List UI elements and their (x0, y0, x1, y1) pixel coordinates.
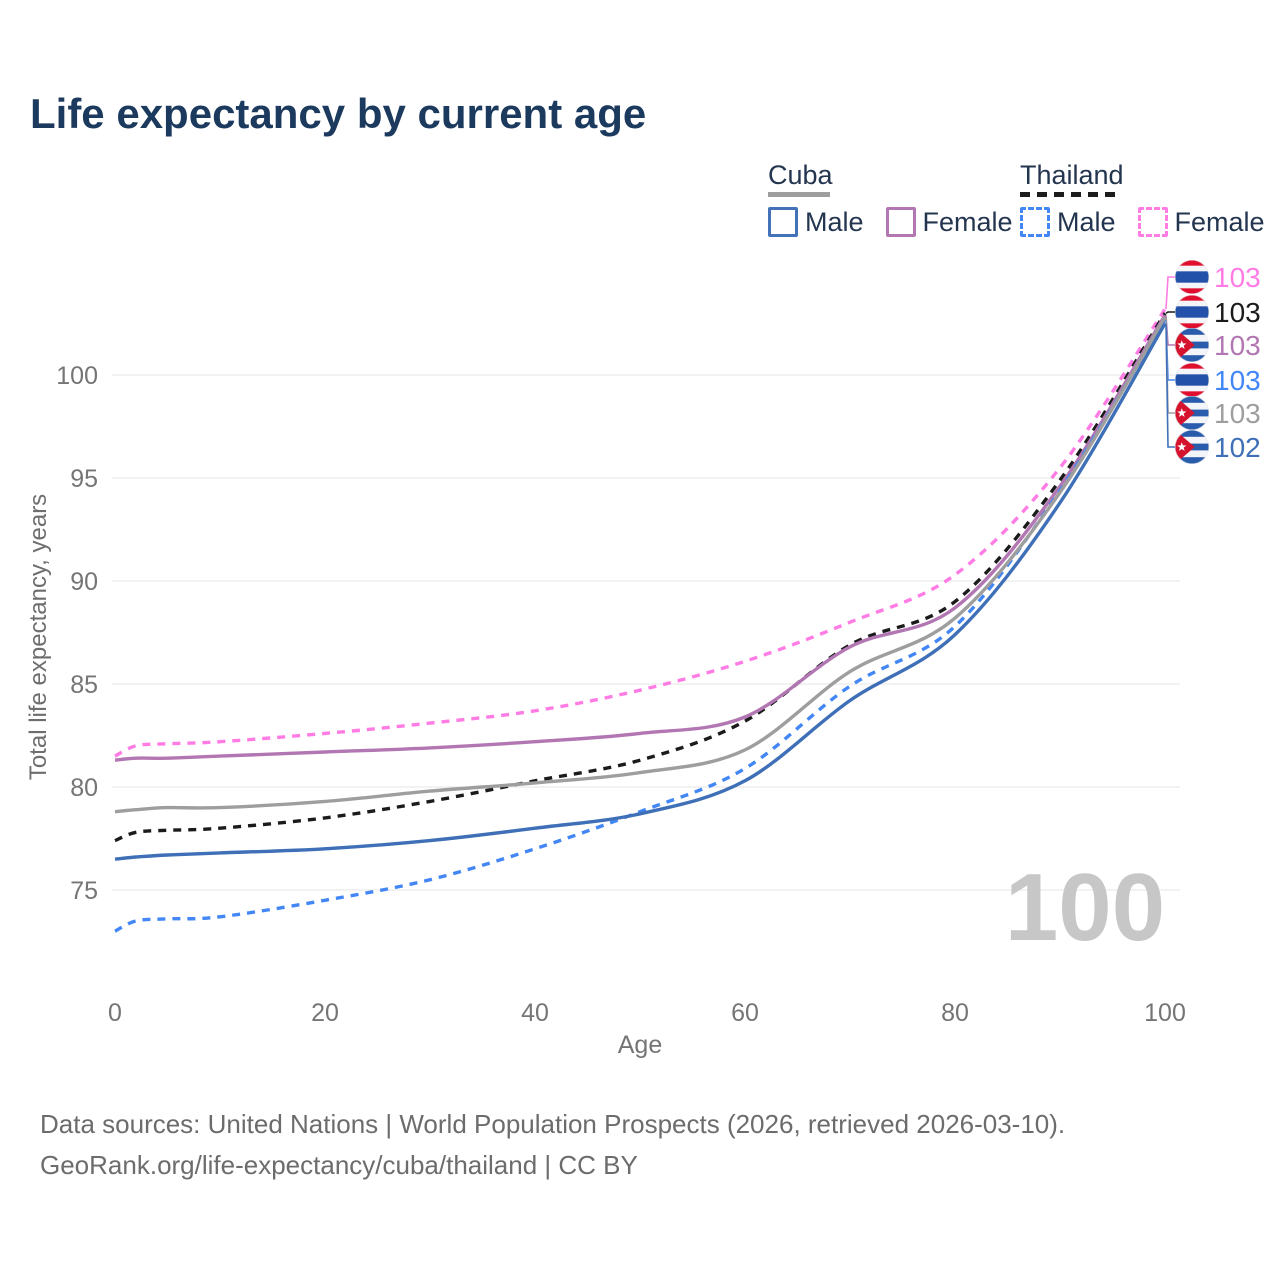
x-tick-label: 60 (731, 999, 759, 1027)
series-line-cuba-male (114, 322, 1167, 861)
cuba-flag-icon (1175, 396, 1209, 430)
page-title: Life expectancy by current age (30, 90, 647, 137)
series-line-thailand (114, 312, 1167, 843)
series-line-thailand-male (114, 318, 1167, 933)
y-axis-title: Total life expectancy, years (25, 494, 52, 780)
legend-item-cuba-female[interactable]: Female (885, 207, 1013, 237)
x-tick-label: 40 (521, 999, 549, 1027)
age-counter-watermark: 100 (1005, 854, 1165, 961)
legend-item-thailand-male[interactable]: Male (1020, 207, 1116, 237)
cuba-line-style-sample (768, 192, 830, 197)
x-tick-label: 0 (108, 999, 122, 1027)
y-tick-label: 90 (70, 568, 98, 596)
y-tick-label: 80 (70, 774, 98, 802)
end-label-leader (1165, 323, 1176, 448)
legend-item-cuba-male[interactable]: Male (768, 207, 864, 237)
thailand-male-swatch-icon (1020, 207, 1050, 237)
y-tick-label: 100 (56, 362, 98, 390)
end-label-value-cuba: 103 (1214, 398, 1261, 429)
end-label-value-cuba-male: 102 (1214, 432, 1261, 463)
end-label-leader (1165, 311, 1176, 314)
legend-item-label: Female (1174, 207, 1265, 237)
legend-group-cuba: Cuba Male Female (768, 161, 1035, 237)
end-label-leader (1165, 276, 1176, 310)
x-tick-label: 80 (941, 999, 969, 1027)
y-tick-label: 95 (70, 465, 98, 493)
legend-item-label: Male (1057, 207, 1116, 237)
legend-item-thailand-female[interactable]: Female (1137, 207, 1265, 237)
legend-group-title: Cuba (768, 160, 833, 190)
thailand-female-swatch-icon (1137, 207, 1168, 237)
cuba-flag-icon (1175, 430, 1209, 464)
end-label-value-cuba-female: 103 (1214, 330, 1261, 361)
thailand-line-style-sample (1020, 192, 1118, 197)
legend-item-label: Male (805, 207, 864, 237)
end-label-leader (1165, 315, 1176, 346)
legend-group-thailand: Thailand Male Female (1020, 161, 1280, 237)
attribution-text: GeoRank.org/life-expectancy/cuba/thailan… (40, 1150, 638, 1180)
cuba-male-swatch-icon (768, 207, 798, 237)
thailand-flag-icon (1175, 363, 1209, 397)
legend-group-title: Thailand (1020, 160, 1124, 190)
end-label-value-thailand-male: 103 (1214, 365, 1261, 396)
x-tick-label: 20 (311, 999, 339, 1027)
series-line-thailand-female (114, 308, 1167, 758)
life-expectancy-chart: 75 80 85 90 95 100 0 20 40 60 80 100 Age Total life e… (25, 260, 1261, 1059)
data-sources-text: Data sources: United Nations | World Pop… (40, 1109, 1066, 1139)
cuba-female-swatch-icon (885, 207, 916, 237)
x-axis-title: Age (618, 1031, 662, 1059)
end-label-value-thailand: 103 (1214, 297, 1261, 328)
x-tick-label: 100 (1144, 999, 1186, 1027)
y-tick-label: 75 (70, 877, 98, 905)
series-line-cuba (114, 316, 1167, 814)
series-line-cuba-female (114, 314, 1167, 762)
chart-footer: Data sources: United Nations | World Pop… (40, 1104, 1065, 1186)
cuba-flag-icon (1175, 328, 1209, 362)
end-label-value-thailand-female: 103 (1214, 262, 1261, 293)
thailand-flag-icon (1175, 295, 1209, 329)
y-tick-label: 85 (70, 671, 98, 699)
legend-item-label: Female (922, 207, 1013, 237)
thailand-flag-icon (1175, 260, 1209, 294)
